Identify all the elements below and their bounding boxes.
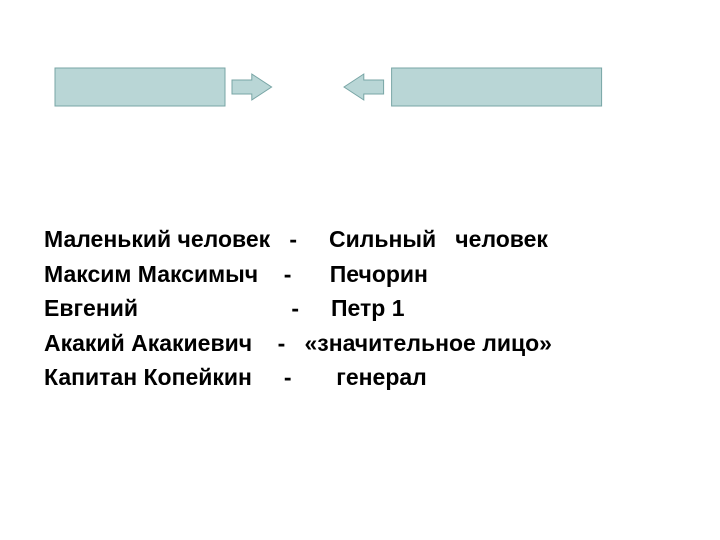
text-line-5: Капитан Копейкин - генерал (44, 360, 684, 395)
text-line-2: Максим Максимыч - Печорин (44, 257, 684, 292)
right-arrow-shape (342, 62, 662, 117)
arrow-right-icon (54, 62, 334, 112)
left-arrow-shape (54, 62, 334, 117)
arrow-left-icon (342, 62, 662, 112)
comparison-text-block: Маленький человек - Сильный человек Макс… (44, 222, 684, 395)
text-line-1: Маленький человек - Сильный человек (44, 222, 684, 257)
text-line-4: Акакий Акакиевич - «значительное лицо» (44, 326, 684, 361)
arrows-row (0, 62, 720, 122)
text-line-3: Евгений - Петр 1 (44, 291, 684, 326)
